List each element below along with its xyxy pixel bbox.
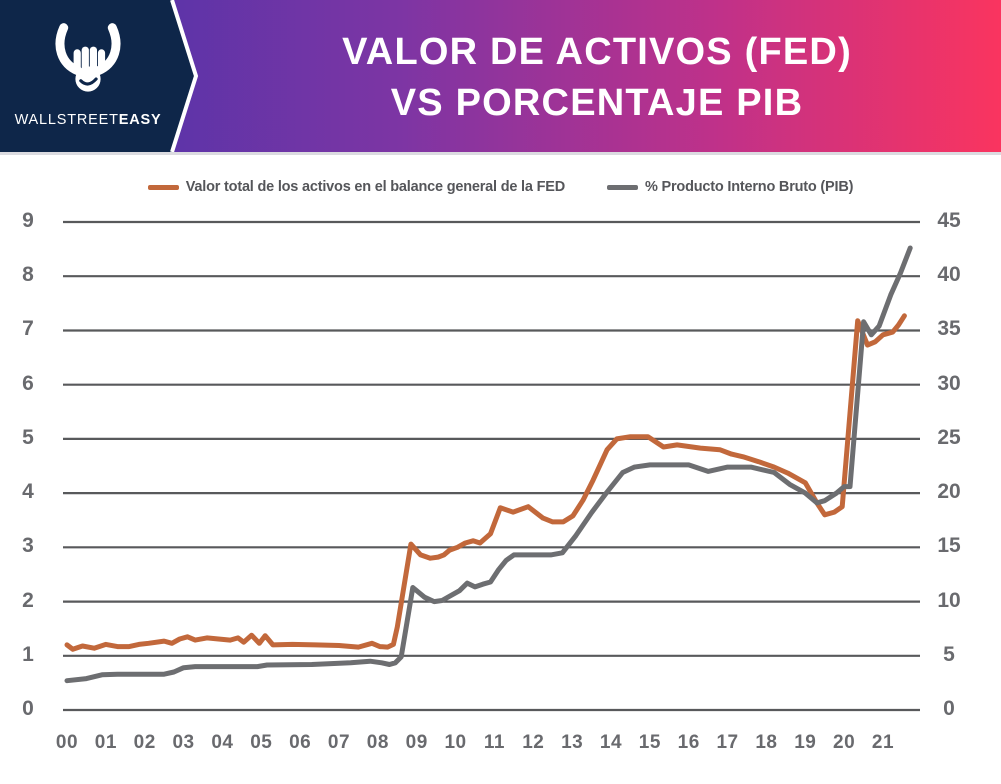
legend-item-pib: % Producto Interno Bruto (PIB) bbox=[606, 179, 854, 195]
header-gradient-panel bbox=[172, 0, 1001, 152]
pib-line bbox=[64, 245, 913, 684]
brand-block: WALLSTREETEASY bbox=[0, 0, 176, 152]
fed-assets-swatch-icon bbox=[147, 184, 179, 190]
chart-legend: Valor total de los activos en el balance… bbox=[0, 179, 1001, 195]
gridlines bbox=[63, 220, 920, 712]
legend-item-fed-assets: Valor total de los activos en el balance… bbox=[147, 179, 565, 195]
fed-assets-legend-label: Valor total de los activos en el balance… bbox=[185, 179, 565, 195]
page-title-line1: VALOR DE ACTIVOS (FED) bbox=[342, 31, 852, 73]
header-banner: WALLSTREETEASY VALOR DE ACTIVOS (FED) VS… bbox=[0, 0, 1001, 155]
fed-assets-line bbox=[64, 313, 907, 652]
brand-name-regular: WALLSTREET bbox=[14, 112, 119, 128]
brand-name: WALLSTREETEASY bbox=[0, 112, 176, 128]
brand-name-bold: EASY bbox=[118, 112, 162, 128]
page-title: VALOR DE ACTIVOS (FED) VS PORCENTAJE PIB bbox=[205, 27, 989, 129]
bull-fist-logo-icon bbox=[55, 23, 121, 92]
page-title-line2: VS PORCENTAJE PIB bbox=[390, 82, 804, 124]
pib-swatch-icon bbox=[606, 184, 638, 190]
pib-legend-label: % Producto Interno Bruto (PIB) bbox=[644, 179, 854, 195]
